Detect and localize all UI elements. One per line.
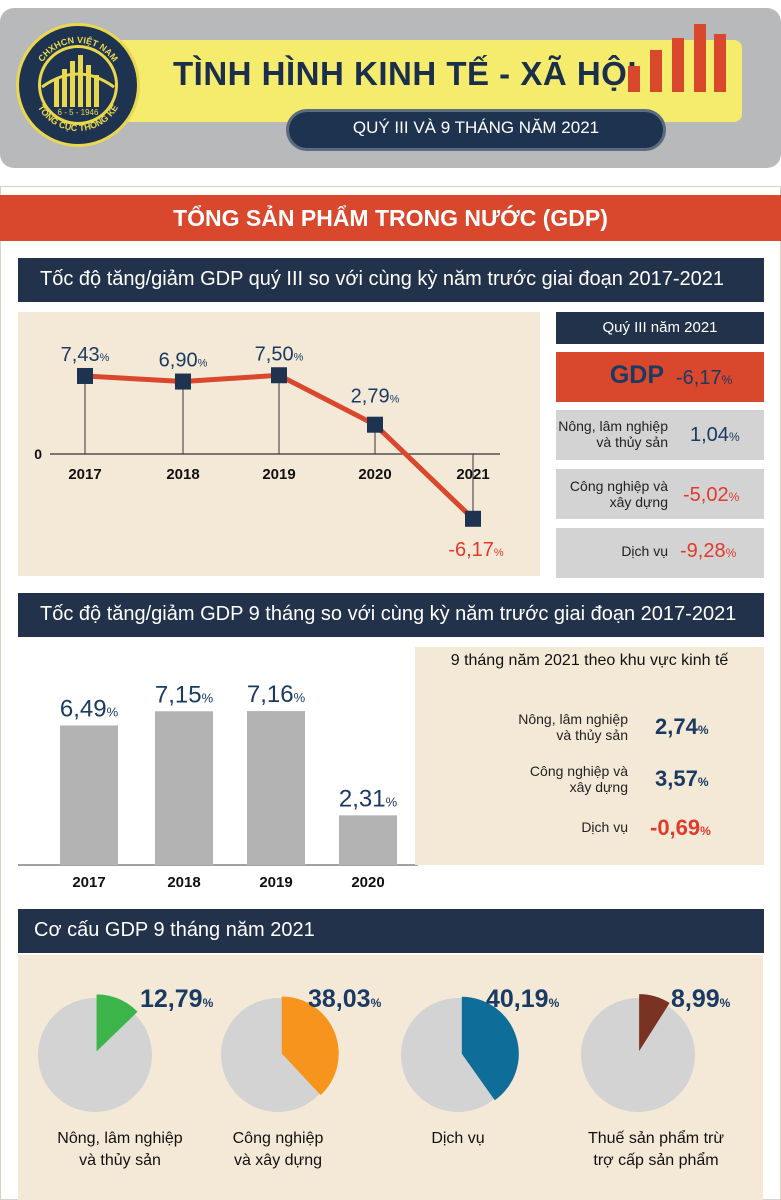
pie-slice	[461, 996, 519, 1101]
pie-value-label: 38,03%	[308, 985, 382, 1013]
q3-gdp-box	[556, 352, 764, 402]
pie-background	[581, 998, 695, 1112]
data-label: -6,17%	[448, 539, 504, 561]
data-marker	[367, 416, 383, 433]
pie-category-label: Nông, lâm nghiệp và thủy sản	[57, 1130, 183, 1169]
x-tick-label: 2019	[259, 874, 292, 891]
nine-month-sector-label: Nông, lâm nghiệp và thủy sản	[518, 711, 628, 743]
pie-category-label: Công nghiệp và xây dựng	[232, 1130, 324, 1169]
structure-pie-charts	[38, 994, 695, 1112]
gdp-heading: TỔNG SẢN PHẨM TRONG NƯỚC (GDP)	[173, 205, 608, 231]
nine-month-section-bar	[18, 593, 764, 637]
page-title: TÌNH HÌNH KINH TẾ - XÃ HỘI	[173, 55, 637, 92]
x-tick-label: 2018	[167, 874, 200, 891]
q3-sector-box	[556, 528, 764, 578]
data-marker	[465, 510, 481, 527]
x-tick-label: 2020	[358, 466, 391, 483]
bar-value-label: 2,31%	[339, 785, 398, 812]
bar	[155, 711, 213, 865]
x-tick-label: 2017	[68, 466, 101, 483]
pie-category-label: Dịch vụ	[431, 1130, 485, 1147]
x-tick-label: 2018	[166, 466, 199, 483]
q3-sector-label: Dịch vụ	[621, 543, 668, 559]
nine-month-sector-value: 2,74%	[655, 714, 709, 739]
x-tick-label: 2020	[351, 874, 384, 891]
data-label: 2,79%	[351, 386, 400, 408]
pie-value-label: 12,79%	[140, 985, 214, 1013]
bar-value-label: 7,15%	[155, 681, 214, 708]
data-label: 7,43%	[61, 344, 110, 366]
nine-month-section-title: Tốc độ tăng/giảm GDP 9 tháng so với cùng…	[40, 603, 737, 625]
nine-month-side-panel	[415, 647, 764, 865]
q3-sector-box	[556, 410, 764, 460]
gso-logo: CHXHCN VIỆT NAM TỔNG CỤC THỐNG KÊ 6 - 5 …	[16, 23, 140, 147]
data-label: 7,50%	[255, 343, 304, 365]
zero-label: 0	[34, 446, 42, 462]
x-tick-label: 2019	[262, 466, 295, 483]
gdp-band	[0, 195, 781, 241]
bar	[247, 711, 305, 865]
bar-value-label: 7,16%	[247, 681, 306, 708]
bar-chart-icon	[628, 24, 726, 92]
pie-slice	[96, 994, 138, 1052]
pie-background	[38, 998, 152, 1112]
bar	[60, 725, 118, 865]
pie-slice	[281, 996, 339, 1096]
q3-section-bar	[18, 258, 764, 302]
q3-gdp-label: GDP	[609, 361, 664, 389]
data-marker	[175, 373, 191, 390]
pie-value-label: 40,19%	[486, 985, 560, 1013]
q3-sector-box	[556, 469, 764, 519]
subtitle-pill	[286, 109, 666, 151]
data-label: 6,90%	[159, 350, 208, 372]
nine-month-side-header: 9 tháng năm 2021 theo khu vực kinh tế	[450, 652, 729, 669]
q3-sector-value: -9,28%	[680, 540, 737, 562]
pie-category-label: Thuế sản phẩm trừ trợ cấp sản phẩm	[587, 1130, 725, 1169]
q3-sector-value: 1,04%	[690, 424, 740, 446]
structure-section-title: Cơ cấu GDP 9 tháng năm 2021	[34, 919, 315, 941]
x-tick-label: 2017	[72, 874, 105, 891]
nine-month-bar-chart: 6,49%20177,15%20187,16%20192,31%20201,42…	[18, 681, 418, 891]
data-marker	[271, 367, 287, 384]
q3-line-chart: 0 7,43% 2017 6,90% 2018 7,50% 2019 2,79% 2020 -6,…	[34, 343, 504, 561]
nine-month-sector-value: 3,57%	[655, 766, 709, 791]
x-tick-label: 2021	[456, 466, 489, 483]
q3-gdp-value: -6,17%	[676, 367, 733, 389]
nine-month-sector-label: Dịch vụ	[581, 819, 628, 835]
page-subtitle: QUÝ III VÀ 9 THÁNG NĂM 2021	[352, 118, 600, 137]
structure-section-bar	[18, 909, 764, 953]
bar	[339, 815, 397, 865]
data-marker	[77, 367, 93, 384]
pie-slice	[639, 994, 670, 1052]
logo-date: 6 - 5 - 1946	[58, 108, 99, 117]
q3-sector-value: -5,02%	[683, 484, 740, 506]
q3-section-title: Tốc độ tăng/giảm GDP quý III so với cùng…	[40, 268, 725, 290]
q3-sector-label: Nông, lâm nghiệp và thủy sản	[558, 418, 668, 450]
bar-value-label: 6,49%	[60, 695, 119, 722]
nine-month-sector-value: -0,69%	[650, 815, 711, 840]
q3-side-header: Quý III năm 2021	[556, 312, 764, 344]
pie-value-label: 8,99%	[671, 985, 731, 1013]
q3-sector-label: Công nghiệp và xây dựng	[569, 478, 668, 510]
nine-month-sector-label: Công nghiệp và xây dựng	[529, 763, 628, 795]
